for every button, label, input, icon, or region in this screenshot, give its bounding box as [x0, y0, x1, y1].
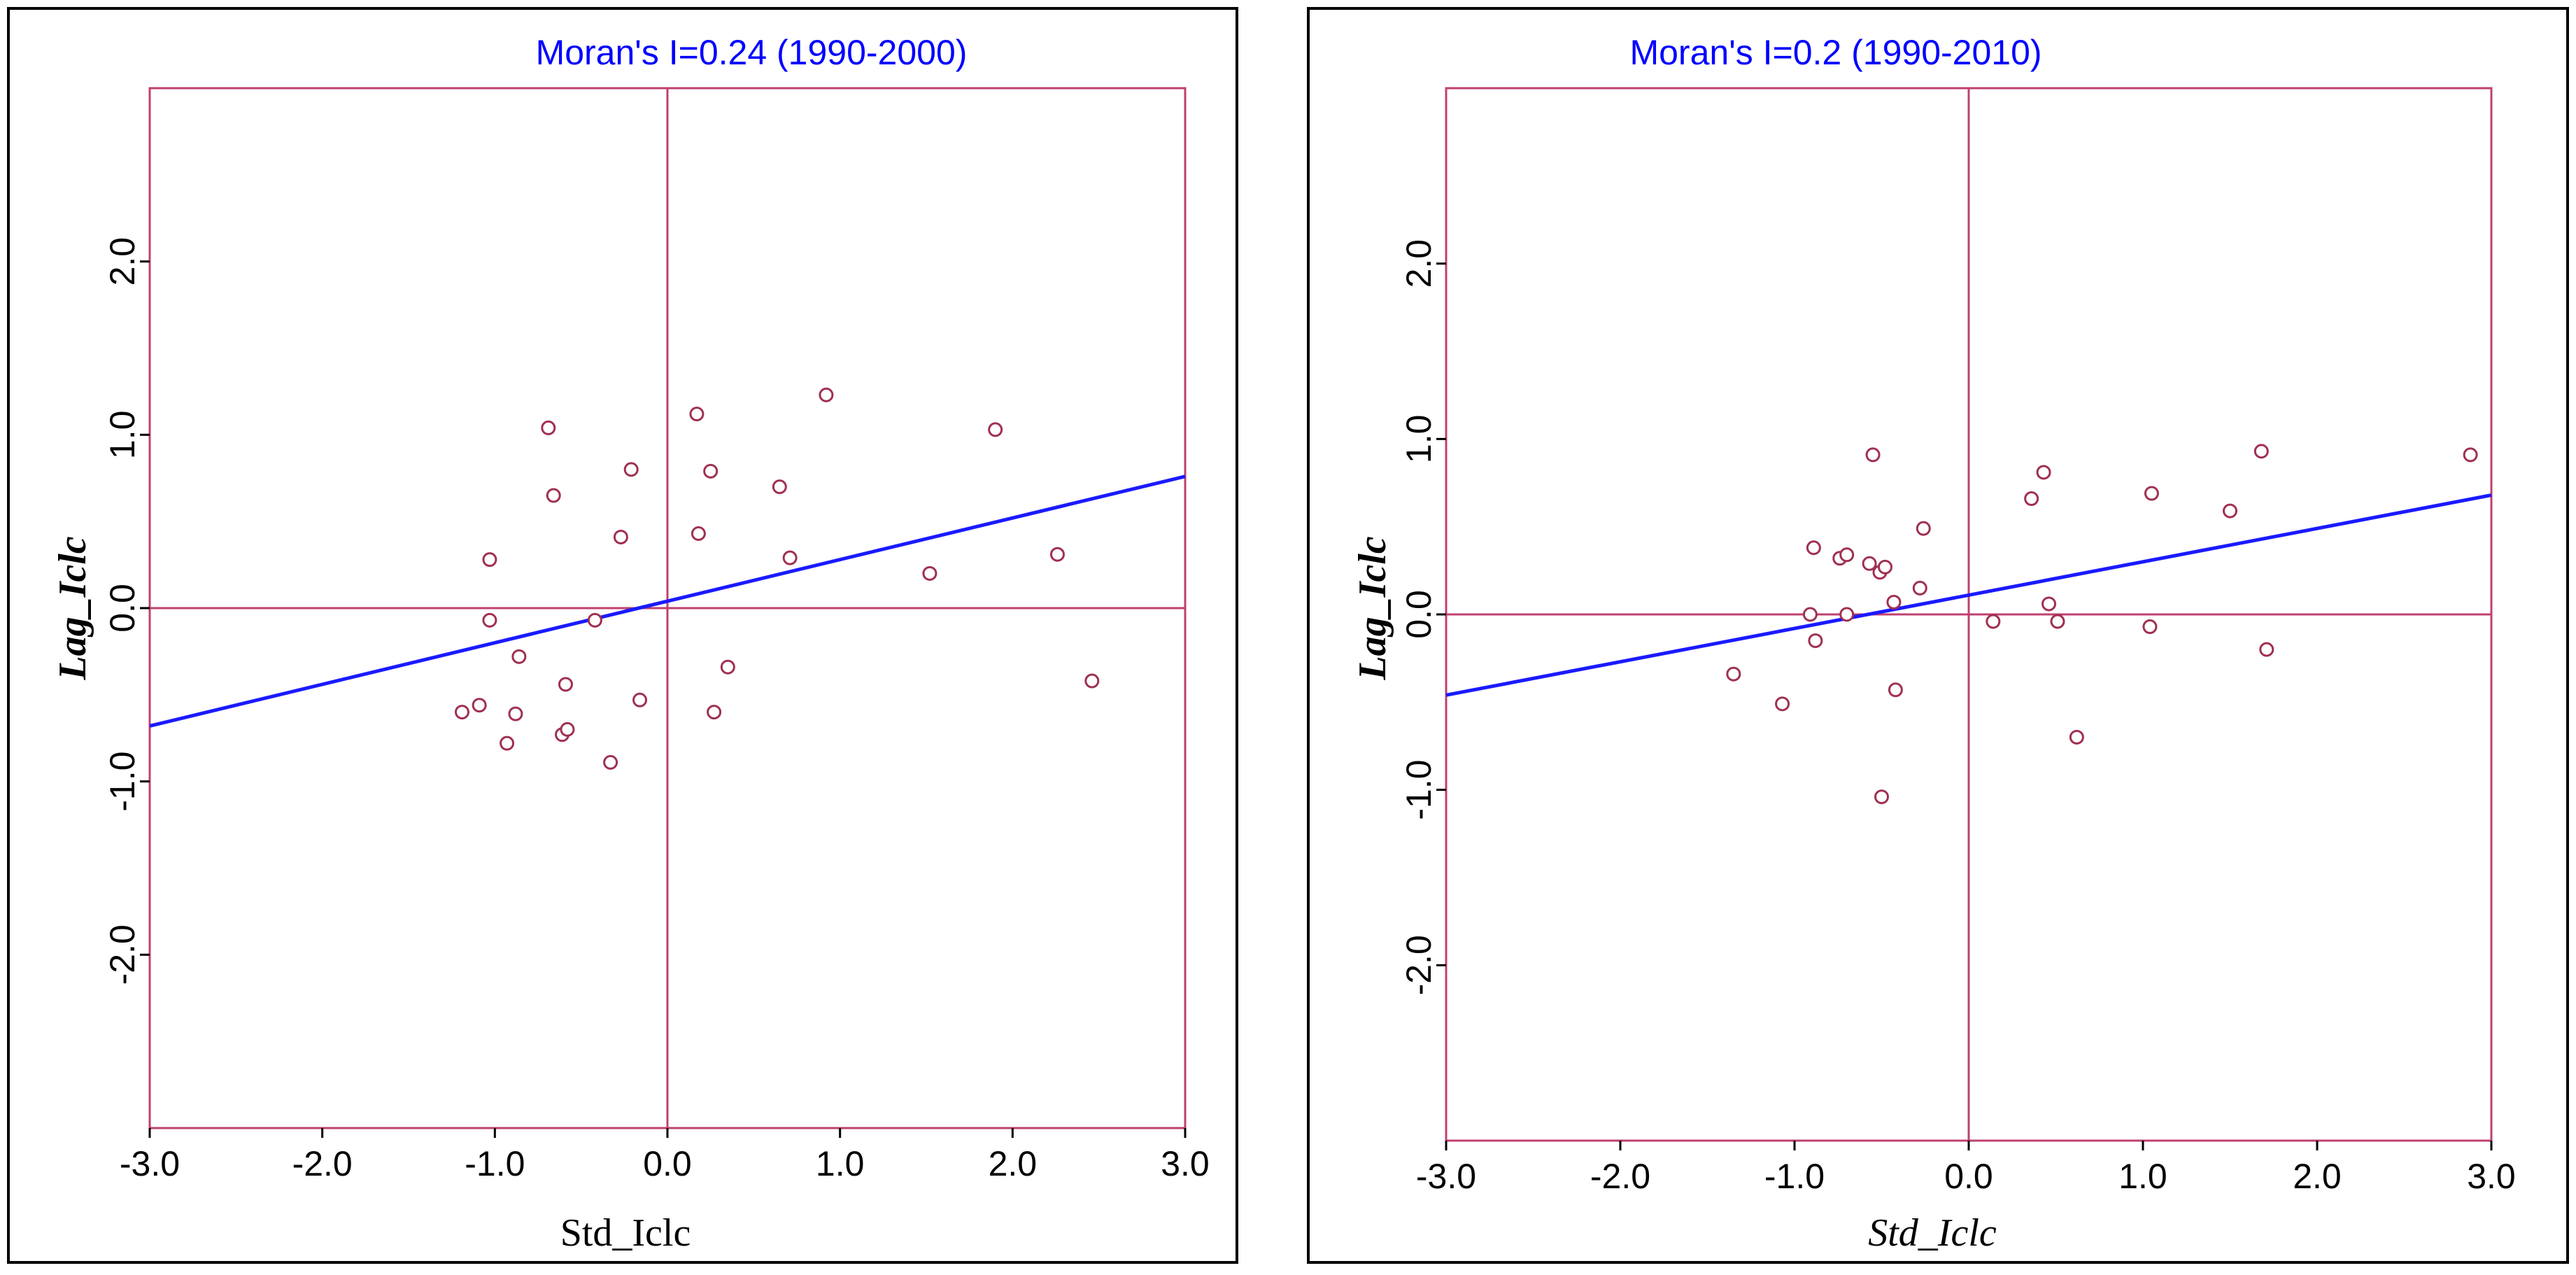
left-y-tick-label: 0.0 [103, 584, 142, 633]
right-data-point [2142, 619, 2158, 635]
left-data-point [623, 462, 639, 477]
scatter-plot-left: Moran's I=0.24 (1990-2000) -3.0 -2.0 -1.0 0… [51, 33, 1210, 1255]
right-data-point [2259, 642, 2274, 657]
scatter-panel-left: Moran's I=0.24 (1990-2000) -3.0 -2.0 -1.0 0… [7, 7, 1238, 1264]
right-data-point [2069, 729, 2084, 745]
left-x-tick-label: -3.0 [120, 1144, 180, 1183]
right-data-point [2253, 444, 2269, 459]
left-y-tick-label: -1.0 [103, 752, 142, 812]
left-data-point [482, 612, 497, 628]
left-data-point [508, 706, 523, 721]
left-data-point [558, 677, 573, 692]
left-data-point [782, 550, 798, 565]
left-data-point [988, 422, 1003, 437]
left-data-point [546, 488, 561, 503]
x-axis-label-right: Std_Iclc [1868, 1211, 1997, 1255]
scatter-plot-right: Moran's I=0.2 (1990-2010) -3.0 -2.0 -1.0 0.… [1351, 33, 2516, 1255]
right-data-point [1806, 540, 1821, 556]
right-data-point [2050, 614, 2065, 629]
left-data-point [587, 612, 602, 628]
right-x-tick-label: -3.0 [1416, 1157, 1476, 1196]
right-x-tick-label: 3.0 [2467, 1157, 2516, 1196]
left-data-point [632, 692, 648, 707]
left-x-tick-label: -1.0 [465, 1144, 525, 1183]
left-data-point [922, 565, 937, 581]
left-data-point [500, 735, 515, 751]
right-x-tick-label: 2.0 [2293, 1157, 2342, 1196]
left-x-tick-label: -2.0 [292, 1144, 353, 1183]
left-data-point [772, 479, 787, 495]
left-data-point [603, 754, 618, 770]
right-data-point [1886, 594, 1902, 610]
right-data-point [1862, 556, 1877, 571]
left-data-point [1084, 673, 1100, 689]
left-y-tick-label: 2.0 [103, 237, 142, 286]
right-y-tick-label: 1.0 [1399, 415, 1438, 464]
right-y-tick-label: -1.0 [1399, 760, 1438, 820]
left-data-point [511, 649, 527, 664]
y-axis-label-left: Lag_Iclc [51, 536, 94, 680]
right-x-tick-label: 0.0 [1944, 1157, 1993, 1196]
right-data-point [1839, 607, 1855, 622]
right-data-point [2041, 596, 2057, 612]
right-data-point [1775, 696, 1790, 712]
right-data-point [1912, 580, 1927, 596]
right-data-point [1802, 607, 1818, 622]
right-regression-line [1445, 493, 2492, 697]
left-data-point [482, 552, 497, 568]
right-data-point [1986, 614, 2001, 629]
x-axis-label-left: Std_Iclc [560, 1211, 691, 1255]
left-x-tick-label: 2.0 [989, 1144, 1038, 1183]
right-data-point [2463, 447, 2478, 463]
right-data-point [1865, 447, 1881, 463]
right-data-point [2144, 486, 2159, 501]
right-data-point [1808, 633, 1823, 649]
right-data-point [1839, 547, 1855, 563]
left-data-point [691, 526, 706, 542]
right-x-tick-label: -1.0 [1764, 1157, 1825, 1196]
right-data-point [1888, 682, 1903, 698]
left-data-point [541, 420, 556, 435]
left-data-point [454, 705, 469, 720]
left-regression-line [149, 474, 1186, 728]
left-x-tick-label: 0.0 [643, 1144, 692, 1183]
right-y-tick-label: 2.0 [1399, 239, 1438, 288]
chart-title-left: Moran's I=0.24 (1990-2000) [536, 33, 968, 72]
left-data-point [613, 529, 628, 544]
right-data-point [2223, 503, 2237, 519]
chart-title-right: Moran's I=0.2 (1990-2010) [1629, 33, 2041, 72]
left-data-point [560, 721, 575, 737]
scatter-panel-right: Moran's I=0.2 (1990-2010) -3.0 -2.0 -1.0 0.… [1307, 7, 2569, 1264]
y-axis-label-right: Lag_Iclc [1351, 536, 1394, 680]
left-y-tick-label: -2.0 [103, 924, 142, 985]
right-data-point [1877, 559, 1892, 575]
right-data-point [2036, 465, 2051, 480]
left-data-point [703, 463, 719, 479]
left-y-tick-label: 1.0 [103, 411, 142, 460]
right-x-tick-label: 1.0 [2118, 1157, 2167, 1196]
left-data-point [1049, 547, 1065, 562]
right-data-point [2024, 491, 2039, 507]
left-data-point [720, 659, 735, 675]
right-x-tick-label: -2.0 [1590, 1157, 1650, 1196]
left-data-point [819, 387, 834, 402]
right-y-tick-label: 0.0 [1399, 590, 1438, 639]
left-data-point [472, 698, 487, 713]
right-data-point [1916, 521, 1931, 536]
left-data-point [689, 407, 705, 422]
right-data-point [1726, 666, 1741, 682]
left-x-tick-label: 1.0 [816, 1144, 865, 1183]
left-x-tick-label: 3.0 [1161, 1144, 1210, 1183]
right-y-tick-label: -2.0 [1399, 935, 1438, 995]
right-data-point [1874, 789, 1889, 805]
left-data-point [707, 705, 722, 720]
